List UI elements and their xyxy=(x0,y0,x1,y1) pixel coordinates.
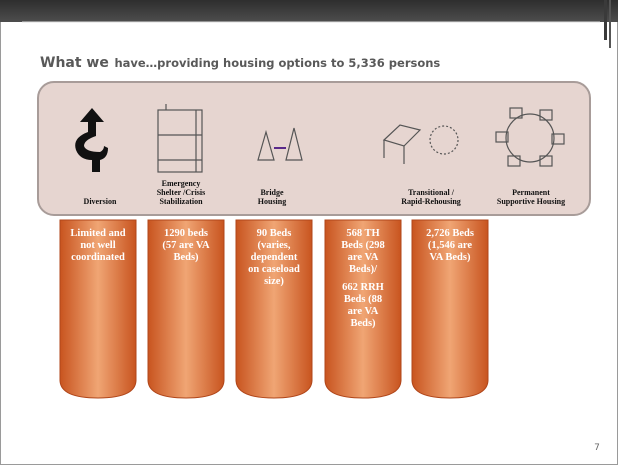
column-label: Stabilization xyxy=(159,197,203,206)
column-text: not well xyxy=(80,240,115,251)
column-label: Diversion xyxy=(84,197,117,206)
column-text: Limited and xyxy=(70,228,125,239)
bed-icon xyxy=(382,124,459,164)
icon-panel xyxy=(37,81,591,216)
column-label: Transitional / xyxy=(408,188,455,197)
column-text: dependent xyxy=(251,252,298,263)
houses-icon xyxy=(495,107,565,167)
column-text: size) xyxy=(264,276,284,287)
column-text: Beds)/ xyxy=(349,264,378,275)
title: What we have…providing housing options t… xyxy=(40,52,440,71)
column-text: Beds (298 xyxy=(341,240,384,251)
title-rest: have…providing housing options to 5,336 … xyxy=(114,56,440,70)
column-label: Emergency xyxy=(162,179,201,188)
column-text: 2,726 Beds xyxy=(426,228,474,239)
column-text: Beds) xyxy=(173,252,199,263)
column-text: are VA xyxy=(348,306,379,317)
column-text: 90 Beds xyxy=(257,228,292,239)
column-label: Permanent xyxy=(512,188,550,197)
column-text: (varies, xyxy=(258,240,291,251)
column-text: (57 are VA xyxy=(162,240,210,251)
top-bar xyxy=(0,0,618,22)
column-text: 662 RRH xyxy=(342,282,384,293)
column-text: on caseload xyxy=(248,264,300,275)
side-bar xyxy=(609,0,611,48)
column-box xyxy=(411,219,489,399)
column-label: Supportive Housing xyxy=(497,197,565,206)
column-label: Bridge xyxy=(260,188,284,197)
column-label: Shelter /Crisis xyxy=(157,188,206,197)
column-label: Housing xyxy=(258,197,286,206)
column-label: Rapid-Rehousing xyxy=(401,197,461,206)
column-text: Beds) xyxy=(350,318,376,329)
bridge-icon xyxy=(257,127,303,161)
title-lead: What we xyxy=(40,55,109,71)
column-box xyxy=(235,219,313,399)
column-text: VA Beds) xyxy=(430,252,471,263)
column-text: coordinated xyxy=(71,252,125,263)
column-text: are VA xyxy=(348,252,379,263)
page-number: 7 xyxy=(594,443,600,453)
column-text: 568 TH xyxy=(346,228,379,239)
column-text: 1290 beds xyxy=(164,228,208,239)
column-text: (1,546 are xyxy=(428,240,472,251)
column-box xyxy=(324,219,402,399)
column-box xyxy=(59,219,137,399)
diversion-icon xyxy=(75,108,108,172)
side-bar xyxy=(604,0,607,40)
bunk-bed-icon xyxy=(157,104,203,173)
column-text: Beds (88 xyxy=(344,294,382,305)
column-box xyxy=(147,219,225,399)
